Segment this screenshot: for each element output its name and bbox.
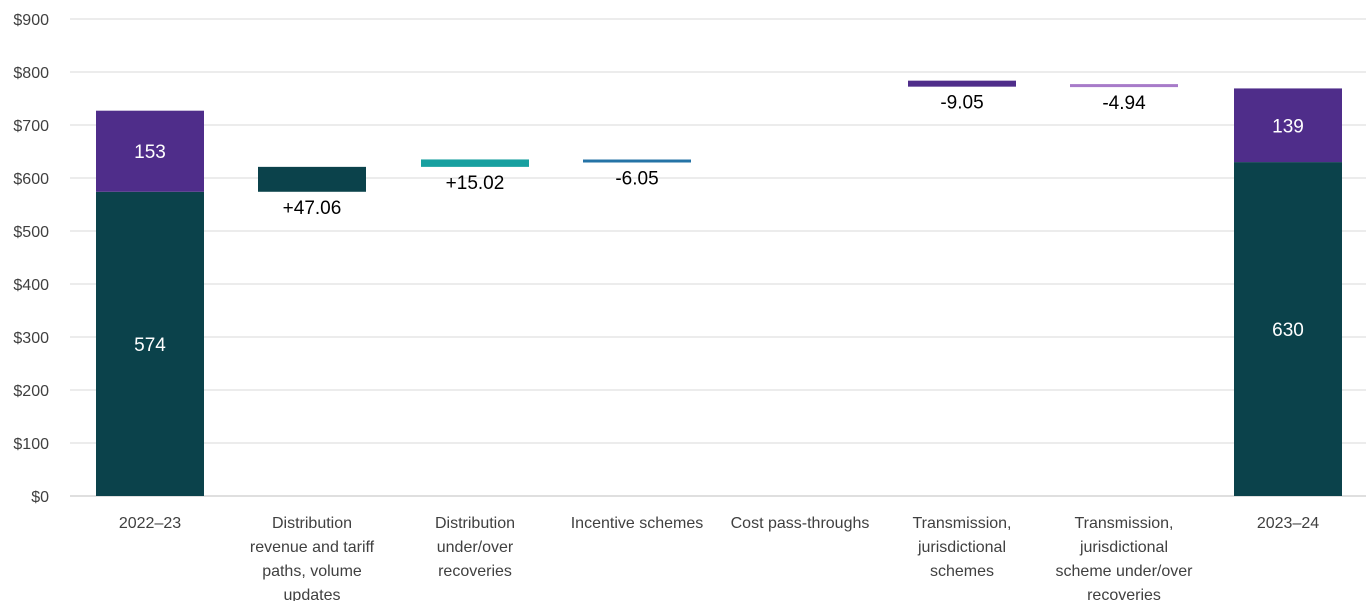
change-bar [258, 166, 366, 192]
total-bar-segment [96, 110, 204, 192]
gridlines [70, 18, 1366, 497]
x-category-label: Distribution revenue and tariff paths, vol… [250, 515, 375, 601]
y-tick-label: $100 [13, 436, 49, 453]
bars [96, 80, 1342, 496]
segment-value-label: 630 [1272, 320, 1304, 341]
y-tick-label: $0 [31, 489, 49, 506]
total-bar-segment [96, 191, 204, 496]
x-category-label: Cost pass-throughs [731, 515, 870, 532]
change-bar [1070, 84, 1178, 88]
change-value-label: +15.02 [446, 173, 505, 194]
y-tick-label: $600 [13, 171, 49, 188]
y-tick-label: $800 [13, 65, 49, 82]
total-bar-segment [1234, 88, 1342, 163]
y-tick-label: $500 [13, 224, 49, 241]
y-tick-label: $200 [13, 383, 49, 400]
x-category-label: Incentive schemes [571, 515, 704, 532]
x-axis: 2022–23 Distribution revenue and tariff pat… [119, 515, 1319, 601]
data-labels: 574 153 630 139 +47.06 +15.02 -6.05 -9.05 -4.94 [134, 93, 1304, 356]
segment-value-label: 153 [134, 142, 166, 163]
x-category-label: Transmission, jurisdictional scheme under/… [1056, 515, 1194, 601]
y-tick-label: $900 [13, 12, 49, 29]
change-bar [421, 159, 529, 167]
change-bar [908, 80, 1016, 87]
change-value-label: -4.94 [1102, 93, 1146, 114]
change-value-label: -9.05 [940, 93, 983, 114]
y-tick-label: $300 [13, 330, 49, 347]
total-bar-segment [1234, 162, 1342, 496]
x-category-label: Transmission, jurisdictional schemes [913, 515, 1012, 580]
x-category-label: Distribution under/over recoveries [435, 515, 515, 580]
y-tick-label: $400 [13, 277, 49, 294]
x-category-label: 2023–24 [1257, 515, 1319, 532]
segment-value-label: 139 [1272, 116, 1304, 137]
change-value-label: -6.05 [615, 169, 658, 190]
x-category-label: 2022–23 [119, 515, 181, 532]
y-axis: $0 $100 $200 $300 $400 $500 $600 $700 $800 $900 [13, 12, 49, 506]
change-value-label: +47.06 [283, 198, 342, 219]
segment-value-label: 574 [134, 335, 166, 356]
y-tick-label: $700 [13, 118, 49, 135]
change-bar [583, 159, 691, 163]
